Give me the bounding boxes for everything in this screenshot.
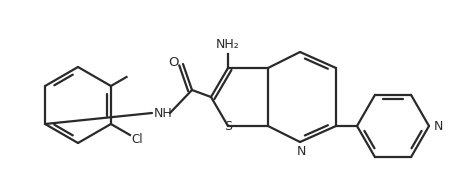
Text: N: N: [434, 120, 443, 133]
Text: NH₂: NH₂: [216, 38, 240, 51]
Text: Cl: Cl: [131, 133, 143, 146]
Text: N: N: [296, 145, 306, 158]
Text: S: S: [224, 120, 232, 133]
Text: O: O: [168, 56, 179, 69]
Text: NH: NH: [154, 107, 173, 120]
